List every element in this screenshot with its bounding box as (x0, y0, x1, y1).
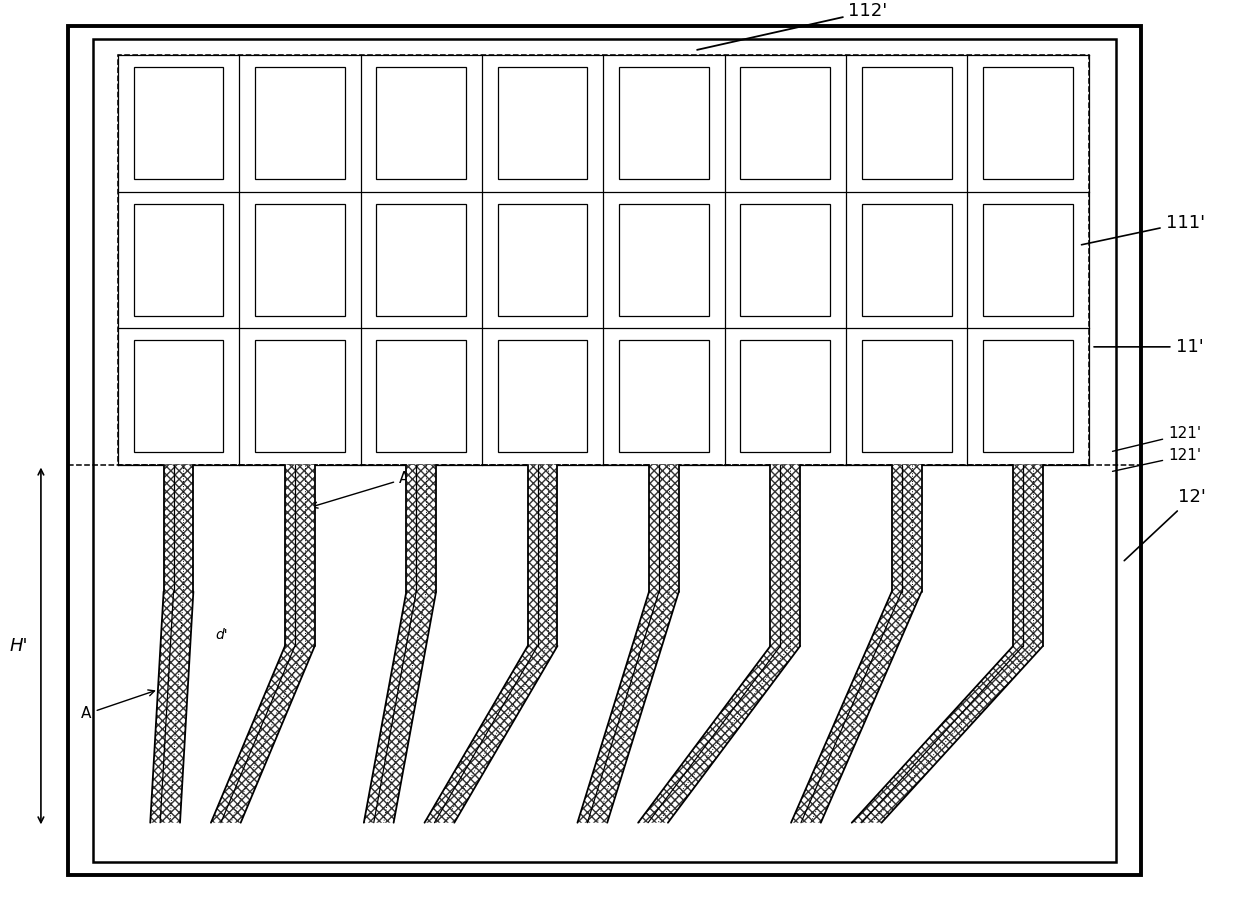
Bar (497, 340, 588, 453)
Bar (619, 340, 709, 453)
Text: 111': 111' (1081, 214, 1205, 245)
Bar (376, 340, 466, 453)
Bar (93, 39, 1116, 862)
Bar (619, 67, 709, 180)
Bar (862, 340, 951, 453)
Bar (983, 204, 1073, 316)
Polygon shape (424, 464, 558, 823)
Polygon shape (578, 464, 678, 823)
Text: A': A' (311, 471, 414, 508)
Text: 121': 121' (1112, 426, 1202, 452)
Bar (134, 204, 223, 316)
Bar (983, 67, 1073, 180)
Bar (118, 55, 1089, 464)
Polygon shape (639, 464, 800, 823)
Bar (497, 204, 588, 316)
Bar (134, 340, 223, 453)
Polygon shape (150, 464, 193, 823)
Text: d': d' (216, 628, 228, 642)
Text: 112': 112' (697, 3, 888, 50)
Bar (68, 26, 1141, 875)
Polygon shape (363, 464, 436, 823)
Bar (255, 340, 345, 453)
Text: A: A (82, 690, 155, 721)
Bar (862, 67, 951, 180)
Bar (255, 67, 345, 180)
Text: H': H' (10, 637, 27, 655)
Bar (862, 204, 951, 316)
Bar (740, 340, 831, 453)
Polygon shape (852, 464, 1043, 823)
Bar (376, 204, 466, 316)
Bar (740, 67, 831, 180)
Text: 121': 121' (1112, 448, 1202, 472)
Text: 11': 11' (1094, 337, 1203, 356)
Bar (983, 340, 1073, 453)
Bar (376, 67, 466, 180)
Bar (740, 204, 831, 316)
Bar (497, 67, 588, 180)
Bar (619, 204, 709, 316)
Text: 12': 12' (1125, 488, 1205, 561)
Polygon shape (791, 464, 921, 823)
Bar (134, 67, 223, 180)
Polygon shape (211, 464, 315, 823)
Bar (255, 204, 345, 316)
